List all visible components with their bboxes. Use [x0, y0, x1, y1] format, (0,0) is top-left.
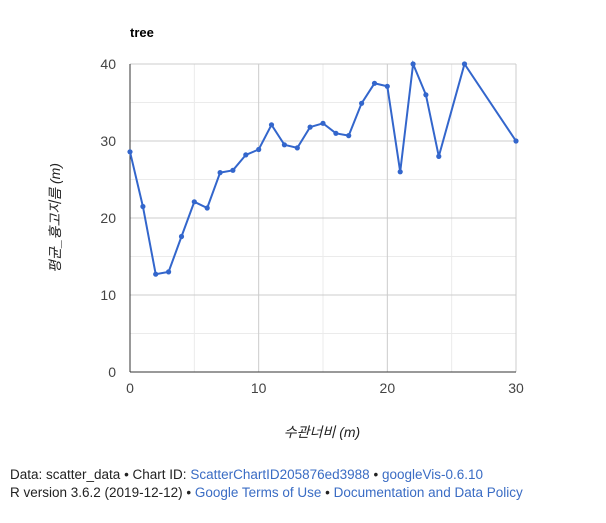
- line-chart: tree 0 10 20 30 40 0 10 20 30 수관너비 (m) 평균_흉고지름 …: [47, 25, 524, 440]
- data-point: [178, 233, 185, 240]
- data-point: [397, 169, 403, 175]
- y-axis-label: 평균_흉고지름 (m): [47, 163, 63, 273]
- y-tick-label: 10: [100, 287, 116, 303]
- data-point: [461, 61, 468, 67]
- footer-line-2: R version 3.6.2 (2019-12-12) • Google Te…: [10, 484, 523, 502]
- data-point: [307, 124, 313, 130]
- chart-footer: Data: scatter_data • Chart ID: ScatterCh…: [10, 466, 523, 502]
- data-point: [166, 269, 172, 275]
- data-point: [230, 167, 236, 173]
- data-point: [346, 133, 352, 139]
- data-point: [320, 120, 326, 126]
- docs-link[interactable]: Documentation and Data Policy: [333, 485, 523, 500]
- x-tick-label: 30: [508, 380, 524, 396]
- data-point: [371, 80, 378, 86]
- data-point: [294, 145, 300, 151]
- data-point: [243, 152, 249, 158]
- googlevis-link[interactable]: googleVis-0.6.10: [381, 467, 484, 482]
- y-axis-ticks: 0 10 20 30 40: [100, 56, 116, 380]
- chart-id-link[interactable]: ScatterChartID205876ed3988: [190, 467, 370, 482]
- x-tick-label: 0: [126, 380, 134, 396]
- data-point: [217, 170, 223, 176]
- gridlines: [130, 63, 517, 372]
- footer-line-1: Data: scatter_data • Chart ID: ScatterCh…: [10, 466, 523, 484]
- data-point: [359, 100, 365, 106]
- footer-separator: •: [369, 467, 382, 482]
- data-point: [410, 61, 416, 67]
- data-point: [436, 153, 442, 159]
- x-axis-label: 수관너비 (m): [284, 424, 360, 440]
- y-tick-label: 0: [108, 364, 116, 380]
- data-point: [204, 205, 210, 211]
- data-point: [153, 271, 159, 277]
- footer-r-version: R version 3.6.2 (2019-12-12) •: [10, 485, 195, 500]
- data-point: [268, 122, 275, 128]
- data-point: [127, 149, 133, 155]
- data-points: [127, 61, 519, 277]
- x-tick-label: 10: [251, 380, 267, 396]
- data-point: [281, 142, 287, 148]
- y-tick-label: 40: [100, 56, 116, 72]
- x-axis-ticks: 0 10 20 30: [126, 380, 524, 396]
- chart-title: tree: [130, 25, 154, 40]
- data-point: [513, 138, 519, 144]
- footer-separator: •: [321, 485, 334, 500]
- y-tick-label: 30: [100, 133, 116, 149]
- x-tick-label: 20: [380, 380, 396, 396]
- y-tick-label: 20: [100, 210, 116, 226]
- footer-data-label: Data: scatter_data • Chart ID:: [10, 467, 191, 482]
- axes: [129, 64, 516, 373]
- data-point: [191, 199, 197, 205]
- data-point: [423, 92, 429, 98]
- terms-link[interactable]: Google Terms of Use: [194, 485, 322, 500]
- data-point: [256, 146, 262, 153]
- data-point: [333, 130, 339, 136]
- data-point: [140, 203, 146, 210]
- data-point: [384, 83, 390, 89]
